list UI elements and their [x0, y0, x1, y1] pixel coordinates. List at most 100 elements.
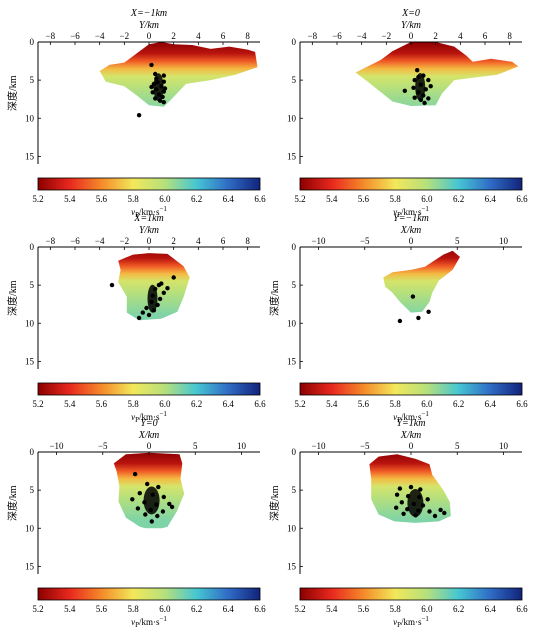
colorbar-tick-label: 6.6	[254, 399, 266, 409]
panel-2: −8 −6 −4 −2 0 2 4 6 8 0 5 10 15 X=0Y/km 5.2 5.4 5.6 5.8 6.…	[287, 8, 528, 219]
event-dot	[161, 100, 166, 105]
event-dot	[410, 294, 416, 299]
x-tick-label: 10	[499, 441, 509, 451]
colorbar-tick-label: 5.8	[390, 194, 402, 204]
event-dot	[137, 491, 142, 496]
colorbar-tick-label: 6.2	[453, 194, 464, 204]
x-tick-label: 0	[147, 236, 152, 246]
event-dot	[401, 511, 406, 516]
x-tick-label: −4	[95, 236, 105, 246]
colorbar	[299, 382, 523, 396]
event-dot	[155, 513, 160, 519]
event-cluster	[143, 486, 160, 515]
event-dot	[412, 95, 417, 100]
x-tick-label: −2	[120, 31, 130, 41]
x-tick-label: 6	[483, 31, 488, 41]
y-tick-label: 10	[25, 318, 35, 328]
event-dot	[422, 100, 427, 106]
event-dot	[161, 73, 166, 78]
y-tick-label: 10	[25, 113, 35, 123]
event-dot	[416, 315, 421, 321]
colorbar-label: vP/km·s−1	[131, 615, 167, 628]
y-tick-label: 5	[292, 280, 297, 290]
y-tick-label: 5	[30, 485, 35, 495]
event-dot	[427, 509, 432, 514]
event-dot	[162, 86, 168, 91]
y-axis-label: 深度/km	[6, 75, 19, 111]
y-tick-label: 15	[287, 356, 297, 366]
x-axis-label: Y/km	[139, 20, 159, 31]
event-cluster	[415, 73, 426, 101]
x-tick-label: 5	[455, 441, 460, 451]
x-tick-label: −4	[357, 31, 367, 41]
x-tick-label: 4	[196, 31, 201, 41]
colorbar-tick-label: 5.4	[326, 604, 338, 614]
colorbar-tick-label: 6.4	[485, 604, 497, 614]
colorbar-tick-label: 6.4	[485, 194, 497, 204]
event-dot	[397, 486, 403, 491]
colorbar-tick-label: 5.8	[128, 399, 140, 409]
x-tick-label: −8	[46, 31, 56, 41]
x-tick-label: 0	[409, 441, 414, 451]
y-axis-label: 深度/km	[268, 485, 281, 521]
x-tick-label: 6	[221, 31, 226, 41]
velocity-field	[118, 253, 190, 321]
colorbar-tick-label: 6.0	[159, 399, 171, 409]
velocity-field	[99, 42, 258, 107]
panel-title: Y=1km	[397, 418, 426, 429]
colorbar-tick-label: 6.4	[223, 194, 235, 204]
x-tick-label: 6	[221, 236, 226, 246]
y-tick-label: 10	[287, 113, 297, 123]
y-axis-label: 深度/km	[6, 485, 19, 521]
x-tick-label: −5	[98, 441, 108, 451]
panel-title: X=1km	[133, 213, 164, 224]
colorbar-tick-label: 6.6	[254, 194, 266, 204]
colorbar-tick-label: 5.8	[390, 604, 402, 614]
event-dot	[169, 504, 175, 510]
x-tick-label: −2	[120, 236, 130, 246]
velocity-field	[355, 42, 519, 106]
event-cluster	[147, 284, 158, 313]
y-tick-label: 10	[25, 523, 35, 533]
x-axis-label: X/km	[400, 225, 422, 236]
colorbar-tick-label: 5.4	[326, 194, 338, 204]
event-dot	[408, 484, 414, 490]
event-dot	[167, 501, 172, 507]
event-cluster	[153, 73, 164, 102]
colorbar-tick-label: 6.0	[421, 604, 433, 614]
panel-title: X=−1km	[130, 8, 167, 19]
colorbar-tick-label: 5.6	[358, 399, 370, 409]
colorbar	[299, 587, 523, 601]
velocity-field	[369, 454, 451, 523]
x-tick-label: −2	[382, 31, 392, 41]
x-tick-label: 2	[171, 31, 176, 41]
y-tick-label: 15	[25, 151, 35, 161]
event-dot	[149, 62, 154, 68]
event-dot	[442, 510, 447, 516]
colorbar-label: vP/km·s−1	[131, 410, 167, 424]
event-dot	[149, 84, 154, 90]
event-dot	[397, 318, 403, 324]
event-dot	[394, 505, 399, 510]
event-dot	[399, 500, 404, 505]
colorbar-tick-label: 6.0	[159, 194, 171, 204]
event-dot	[160, 509, 166, 514]
y-tick-label: 0	[30, 447, 35, 457]
y-tick-label: 0	[292, 242, 297, 252]
event-dot	[146, 312, 152, 318]
event-dot	[161, 494, 166, 500]
event-dot	[145, 481, 150, 487]
colorbar-tick-label: 5.6	[358, 604, 370, 614]
event-dot	[402, 88, 407, 94]
x-tick-label: 0	[147, 441, 152, 451]
x-axis-label: X/km	[138, 430, 160, 441]
colorbar-label: vP/km·s−1	[393, 205, 429, 219]
colorbar-tick-label: 6.2	[191, 194, 202, 204]
colorbar-tick-label: 5.2	[32, 604, 43, 614]
colorbar-tick-label: 6.2	[453, 399, 464, 409]
event-dot	[425, 497, 430, 502]
event-dot	[156, 484, 161, 490]
